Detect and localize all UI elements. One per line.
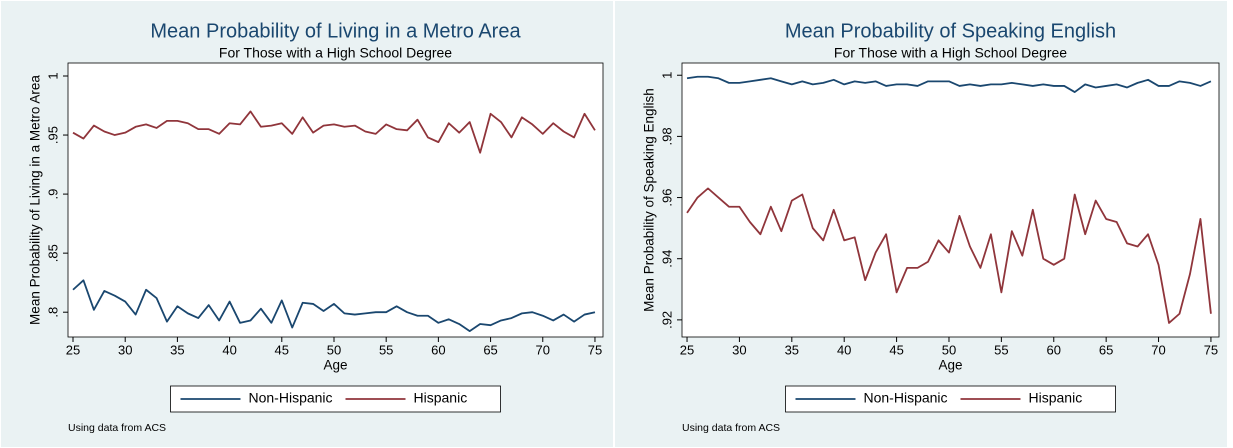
chart-title: Mean Probability of Speaking English: [785, 20, 1116, 42]
y-tick-label: .95: [45, 126, 60, 144]
y-tick-label: .92: [659, 311, 674, 329]
y-tick-label: .85: [45, 244, 60, 262]
x-tick-label: 55: [994, 342, 1008, 357]
data-line: [686, 75, 1212, 93]
y-tick-label: .98: [659, 127, 674, 145]
x-tick-label: 35: [170, 342, 184, 357]
data-line: [72, 279, 596, 332]
x-tick-label: 45: [889, 342, 903, 357]
x-tick-label: 65: [483, 342, 497, 357]
x-axis-label: Age: [938, 358, 962, 373]
y-tick-label: 1: [45, 72, 60, 79]
x-tick-label: 75: [588, 342, 602, 357]
chart-title: Mean Probability of Living in a Metro Ar…: [150, 20, 521, 42]
x-tick-label: 25: [680, 342, 694, 357]
x-tick-label: 40: [837, 342, 851, 357]
y-tick-label: .8: [45, 307, 60, 318]
legend-label: Hispanic: [1029, 390, 1083, 406]
x-tick-label: 40: [222, 342, 236, 357]
source-note: Using data from ACS: [68, 422, 166, 434]
chart-subtitle: For Those with a High School Degree: [219, 45, 452, 61]
plot-area: [67, 62, 604, 338]
source-note: Using data from ACS: [682, 422, 780, 434]
y-tick-label: 1: [659, 72, 674, 79]
x-tick-label: 60: [431, 342, 445, 357]
x-tick-label: 30: [732, 342, 746, 357]
chart-panel: Mean Probability of Speaking English For …: [615, 1, 1227, 447]
x-tick-label: 55: [379, 342, 393, 357]
x-axis-label: Age: [323, 358, 347, 373]
y-tick-label: .94: [659, 250, 674, 268]
x-tick-label: 75: [1204, 342, 1218, 357]
y-axis-label: Mean Probability of Speaking English: [642, 88, 657, 312]
legend-label: Non-Hispanic: [864, 390, 948, 406]
x-tick-label: 25: [66, 342, 80, 357]
y-tick-label: .9: [45, 189, 60, 200]
data-line: [686, 187, 1212, 324]
data-line: [72, 110, 596, 154]
x-tick-label: 45: [275, 342, 289, 357]
x-tick-label: 70: [1151, 342, 1165, 357]
x-tick-label: 50: [942, 342, 956, 357]
y-axis-label: Mean Probability of Living in a Metro Ar…: [28, 75, 43, 325]
plot-area: [681, 62, 1220, 338]
x-tick-label: 30: [118, 342, 132, 357]
chart-panel: Mean Probability of Living in a Metro Ar…: [1, 1, 613, 447]
x-tick-label: 65: [1099, 342, 1113, 357]
legend-label: Hispanic: [414, 390, 468, 406]
legend-label: Non-Hispanic: [249, 390, 333, 406]
x-tick-label: 70: [536, 342, 550, 357]
x-tick-label: 60: [1047, 342, 1061, 357]
y-tick-label: .96: [659, 189, 674, 207]
chart-subtitle: For Those with a High School Degree: [834, 45, 1067, 61]
x-tick-label: 50: [327, 342, 341, 357]
x-tick-label: 35: [785, 342, 799, 357]
